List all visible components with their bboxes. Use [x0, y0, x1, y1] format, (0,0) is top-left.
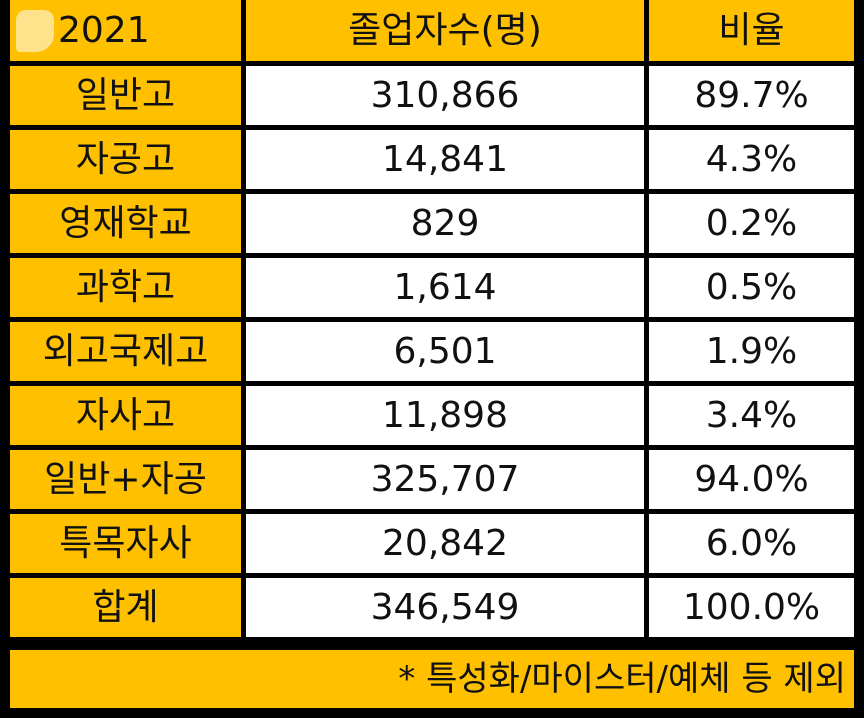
row-count: 14,841 [246, 130, 649, 194]
row-ratio: 4.3% [649, 130, 854, 194]
row-label: 특목자사 [10, 514, 246, 578]
row-label: 자공고 [10, 130, 246, 194]
row-count: 829 [246, 194, 649, 258]
row-ratio: 89.7% [649, 66, 854, 130]
footnote: * 특성화/마이스터/예체 등 제외 [10, 650, 854, 708]
graduates-table: 2021 졸업자수(명) 비율 일반고 310,866 89.7% 자공고 14… [10, 0, 854, 642]
row-ratio: 0.5% [649, 258, 854, 322]
row-count: 346,549 [246, 578, 649, 642]
row-count: 325,707 [246, 450, 649, 514]
table-row: 영재학교 829 0.2% [10, 194, 854, 258]
table-row: 일반+자공 325,707 94.0% [10, 450, 854, 514]
row-label: 합계 [10, 578, 246, 642]
row-label: 자사고 [10, 386, 246, 450]
table-row: 자사고 11,898 3.4% [10, 386, 854, 450]
row-label: 일반+자공 [10, 450, 246, 514]
row-label: 일반고 [10, 66, 246, 130]
header-count: 졸업자수(명) [246, 0, 649, 66]
header-year-label: 2021 [58, 9, 150, 51]
row-ratio: 94.0% [649, 450, 854, 514]
table-row: 일반고 310,866 89.7% [10, 66, 854, 130]
row-count: 6,501 [246, 322, 649, 386]
row-ratio: 1.9% [649, 322, 854, 386]
header-year: 2021 [10, 0, 246, 66]
row-count: 20,842 [246, 514, 649, 578]
row-label: 과학고 [10, 258, 246, 322]
row-label: 외고국제고 [10, 322, 246, 386]
table-row: 특목자사 20,842 6.0% [10, 514, 854, 578]
row-ratio: 100.0% [649, 578, 854, 642]
row-count: 310,866 [246, 66, 649, 130]
table-row: 합계 346,549 100.0% [10, 578, 854, 642]
row-label: 영재학교 [10, 194, 246, 258]
row-count: 11,898 [246, 386, 649, 450]
row-ratio: 3.4% [649, 386, 854, 450]
table-header-row: 2021 졸업자수(명) 비율 [10, 0, 854, 66]
row-ratio: 0.2% [649, 194, 854, 258]
header-ratio: 비율 [649, 0, 854, 66]
table-row: 과학고 1,614 0.5% [10, 258, 854, 322]
watermark-logo-icon [16, 10, 54, 52]
table-row: 외고국제고 6,501 1.9% [10, 322, 854, 386]
table-row: 자공고 14,841 4.3% [10, 130, 854, 194]
row-ratio: 6.0% [649, 514, 854, 578]
row-count: 1,614 [246, 258, 649, 322]
